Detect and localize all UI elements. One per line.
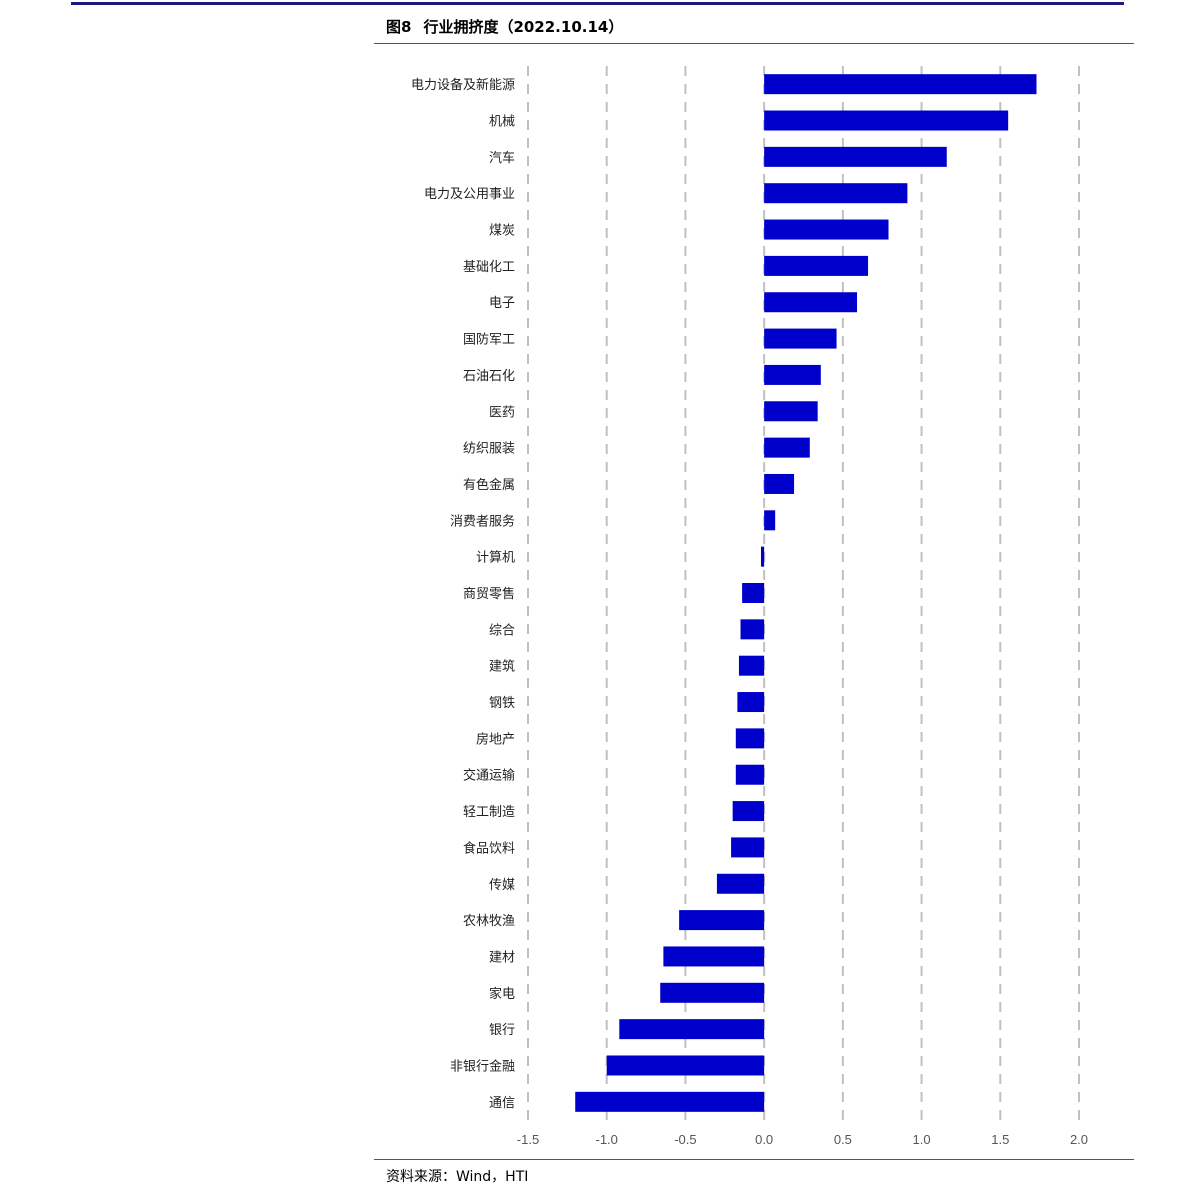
bar: [742, 583, 765, 603]
bar: [764, 437, 810, 458]
top-rule: [71, 2, 1124, 5]
x-tick-label: 1.0: [913, 1132, 931, 1147]
category-label: 轻工制造: [463, 805, 515, 820]
category-label: 电子: [489, 296, 515, 311]
x-tick-label: 1.5: [991, 1132, 1009, 1147]
category-label: 家电: [489, 986, 515, 1002]
title-rule: [374, 43, 1134, 44]
x-tick-label: -1.5: [517, 1132, 539, 1147]
bar: [716, 873, 765, 894]
category-label: 钢铁: [489, 696, 515, 711]
category-label: 建材: [489, 950, 515, 965]
bar: [663, 946, 765, 967]
bar: [679, 910, 765, 931]
source-note: 资料来源：Wind，HTI: [386, 1169, 529, 1185]
x-tick-label: 2.0: [1070, 1132, 1088, 1147]
category-label: 通信: [489, 1096, 515, 1111]
category-label: 计算机: [476, 551, 515, 566]
category-label: 商贸零售: [463, 586, 515, 602]
bar: [735, 728, 765, 749]
x-tick-label: 0.0: [755, 1132, 773, 1147]
category-label: 消费者服务: [450, 513, 515, 529]
category-label: 电力及公用事业: [424, 187, 515, 202]
bar: [735, 764, 765, 785]
category-label: 食品饮料: [463, 840, 515, 856]
category-label: 电力设备及新能源: [411, 77, 515, 93]
bar: [740, 619, 765, 640]
figure-number: 图8: [386, 18, 412, 36]
category-label: 传媒: [489, 878, 515, 893]
bar: [764, 183, 908, 204]
category-label: 房地产: [476, 731, 515, 747]
category-label: 有色金属: [463, 477, 515, 493]
bar: [606, 1055, 765, 1076]
category-label: 建筑: [489, 659, 515, 675]
category-label: 交通运输: [463, 768, 515, 784]
bar: [764, 292, 858, 313]
category-label: 非银行金融: [450, 1058, 515, 1074]
category-label: 国防军工: [463, 332, 515, 348]
bar: [764, 510, 776, 531]
bar: [764, 255, 869, 276]
bar: [764, 219, 889, 240]
x-tick-label: 0.5: [834, 1132, 852, 1147]
category-label: 综合: [489, 623, 515, 638]
figure-title-text: 行业拥挤度（2022.10.14）: [423, 18, 624, 36]
bar: [738, 655, 765, 676]
category-label: 煤炭: [489, 224, 515, 239]
bar: [732, 801, 765, 822]
bar: [764, 328, 837, 349]
bar: [737, 692, 765, 713]
bar: [764, 473, 795, 494]
bar: [764, 110, 1009, 131]
bar: [760, 546, 765, 567]
bar: [764, 401, 818, 422]
bottom-rule: [374, 1159, 1134, 1160]
bar: [731, 837, 765, 858]
bar: [575, 1091, 765, 1112]
bar: [764, 364, 821, 385]
category-label: 纺织服装: [463, 442, 515, 457]
bar: [764, 146, 947, 167]
category-label: 农林牧渔: [463, 914, 515, 929]
figure-title: 图8 行业拥挤度（2022.10.14）: [386, 16, 623, 37]
category-label: 基础化工: [463, 260, 515, 275]
category-label: 银行: [489, 1023, 515, 1038]
category-label: 医药: [489, 405, 515, 420]
category-label: 机械: [489, 115, 515, 130]
bar: [660, 982, 765, 1003]
category-label: 汽车: [489, 150, 515, 166]
bar: [619, 1019, 765, 1040]
bar: [764, 74, 1037, 95]
category-label: 石油石化: [463, 369, 515, 384]
x-tick-label: -1.0: [596, 1132, 618, 1147]
x-tick-label: -0.5: [674, 1132, 696, 1147]
